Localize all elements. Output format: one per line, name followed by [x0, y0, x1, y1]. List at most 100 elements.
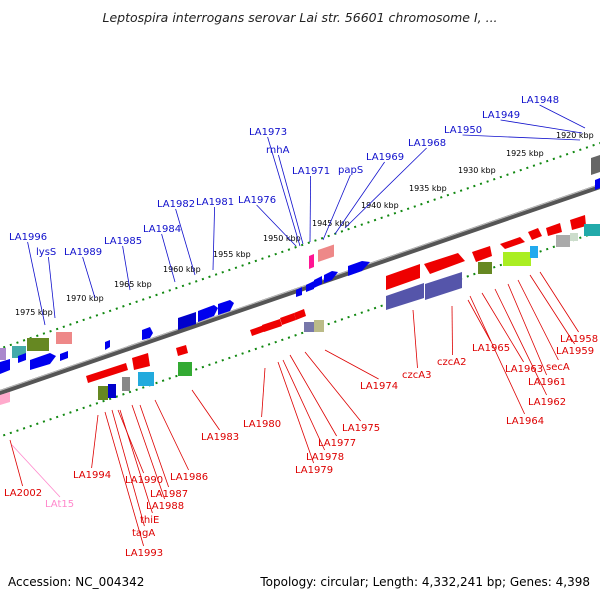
gene-label-la1971[interactable]: LA1971	[292, 166, 330, 243]
gene-label-la1969[interactable]: LA1969	[334, 152, 404, 235]
scale-tick-1935-kbp: 1935 kbp	[409, 184, 447, 193]
gene-label-la1982[interactable]: LA1982	[157, 199, 196, 276]
gene-label-czca3[interactable]: czcA3	[402, 309, 431, 381]
gene-label-lyss[interactable]: lysS	[36, 247, 56, 319]
gene-label-la1993[interactable]: LA1993	[104, 411, 163, 559]
gene-block-la1986[interactable]	[86, 353, 154, 400]
gene-label-la1974[interactable]: LA1974	[324, 349, 398, 392]
gene-label-la1973[interactable]: LA1973	[249, 127, 301, 247]
gene-block-la1950[interactable]	[591, 155, 600, 190]
gene-label-la1977[interactable]: LA1977	[289, 354, 356, 449]
scale-tick-1970-kbp: 1970 kbp	[66, 294, 104, 303]
gene-label-la1996[interactable]: LA1996	[9, 232, 47, 326]
gene-block-la1984[interactable]	[142, 327, 153, 340]
gene-block-la1963[interactable]	[472, 246, 538, 274]
gene-label-la1994[interactable]: LA1994	[73, 414, 111, 481]
scale-tick-1950-kbp: 1950 kbp	[263, 234, 301, 243]
svg-text:LA1974: LA1974	[360, 381, 398, 392]
gene-label-la1988[interactable]: LA1988	[131, 404, 184, 512]
svg-text:LA1975: LA1975	[342, 423, 380, 434]
gene-block-la1977[interactable]	[250, 309, 306, 336]
gene-label-la1978[interactable]: LA1978	[282, 359, 344, 463]
gene-label-la1987[interactable]: LA1987	[139, 404, 188, 500]
gene-label-la1959[interactable]: LA1959	[529, 274, 594, 357]
gene-block-la1989[interactable]	[0, 332, 110, 374]
svg-text:LA1971: LA1971	[292, 166, 330, 177]
svg-text:LA1948: LA1948	[521, 95, 559, 106]
gene-label-la1950[interactable]: LA1950	[444, 125, 581, 141]
svg-text:LAt15: LAt15	[45, 499, 74, 510]
gene-label-la1981[interactable]: LA1981	[196, 197, 234, 271]
gene-label-la1975[interactable]: LA1975	[304, 351, 380, 434]
gene-label-paps[interactable]: papS	[322, 165, 363, 241]
svg-text:LA1964: LA1964	[506, 416, 544, 427]
svg-text:tagA: tagA	[132, 528, 155, 539]
scale-tick-1955-kbp: 1955 kbp	[213, 250, 251, 259]
gene-label-la1985[interactable]: LA1985	[104, 236, 142, 291]
svg-text:LA1949: LA1949	[482, 110, 520, 121]
svg-text:lysS: lysS	[36, 247, 56, 258]
gene-label-la2002[interactable]: LA2002	[4, 439, 42, 499]
gene-block-czcA2[interactable]	[424, 253, 465, 300]
gene-label-la1958[interactable]: LA1958	[539, 271, 598, 345]
gene-block-la2002[interactable]	[0, 348, 10, 405]
gene-label-taga[interactable]: tagA	[111, 409, 155, 539]
gene-label-la1983[interactable]: LA1983	[191, 389, 239, 443]
scale-tick-1925-kbp: 1925 kbp	[506, 149, 544, 158]
gene-block-la1981[interactable]	[178, 300, 234, 330]
gene-label-la1961[interactable]: LA1961	[507, 283, 566, 388]
svg-text:czcA2: czcA2	[437, 357, 466, 368]
gene-label-la1949[interactable]: LA1949	[482, 110, 583, 134]
gene-label-la1976[interactable]: LA1976	[238, 195, 297, 247]
svg-text:papS: papS	[338, 165, 363, 176]
gene-label-la1984[interactable]: LA1984	[143, 224, 181, 283]
svg-text:LA1980: LA1980	[243, 419, 281, 430]
gene-label-czca2[interactable]: czcA2	[437, 305, 466, 368]
svg-text:LA1993: LA1993	[125, 548, 163, 559]
gene-block-la1983[interactable]	[176, 345, 192, 376]
scale-tick-1940-kbp: 1940 kbp	[361, 201, 399, 210]
gene-label-lat15[interactable]: LAt15	[11, 444, 74, 510]
gene-label-thie[interactable]: thiE	[119, 409, 159, 526]
gene-label-la1986[interactable]: LA1986	[154, 399, 208, 483]
gene-label-la1980[interactable]: LA1980	[243, 367, 281, 430]
gene-label-la1964[interactable]: LA1964	[469, 295, 544, 427]
gene-label-la1989[interactable]: LA1989	[64, 247, 102, 299]
gene-label-la1979[interactable]: LA1979	[277, 361, 333, 476]
gene-label-seca[interactable]: secA	[517, 279, 570, 373]
gene-label-rnha[interactable]: rnhA	[266, 145, 304, 245]
gene-label-la1968[interactable]: LA1968	[344, 138, 446, 229]
gene-block-la1974[interactable]	[304, 320, 324, 332]
scale-tick-1920-kbp: 1920 kbp	[556, 131, 594, 140]
rna-gene-labels: LAt15	[11, 444, 74, 510]
gene-label-la1948[interactable]: LA1948	[521, 95, 586, 129]
gene-label-la1965[interactable]: LA1965	[467, 299, 510, 354]
gene-block-la1971[interactable]	[309, 244, 334, 269]
svg-text:LA1989: LA1989	[64, 247, 102, 258]
svg-text:rnhA: rnhA	[266, 145, 290, 156]
scale-tick-1965-kbp: 1965 kbp	[114, 280, 152, 289]
svg-text:LA1982: LA1982	[157, 199, 195, 210]
forward-ruler	[0, 142, 600, 350]
gene-block-papS[interactable]	[296, 261, 370, 297]
svg-text:LA1996: LA1996	[9, 232, 47, 243]
gene-block-secA[interactable]	[500, 215, 600, 249]
map-title: Leptospira interrogans serovar Lai str. …	[102, 10, 498, 25]
svg-text:LA1973: LA1973	[249, 127, 287, 138]
gene-label-la1962[interactable]: LA1962	[494, 288, 566, 408]
reverse-ruler	[0, 230, 600, 438]
topology-text: Topology: circular; Length: 4,332,241 bp…	[260, 575, 590, 589]
svg-text:LA1986: LA1986	[170, 472, 208, 483]
gene-block-czcA3[interactable]	[386, 264, 424, 310]
scale-tick-1975-kbp: 1975 kbp	[15, 308, 53, 317]
svg-text:LA1959: LA1959	[556, 346, 594, 357]
svg-text:LA1968: LA1968	[408, 138, 446, 149]
svg-text:LA1994: LA1994	[73, 470, 111, 481]
svg-text:LA1976: LA1976	[238, 195, 276, 206]
gene-label-la1990[interactable]: LA1990	[117, 409, 163, 486]
svg-text:LA1969: LA1969	[366, 152, 404, 163]
gene-label-la1963[interactable]: LA1963	[481, 292, 543, 375]
